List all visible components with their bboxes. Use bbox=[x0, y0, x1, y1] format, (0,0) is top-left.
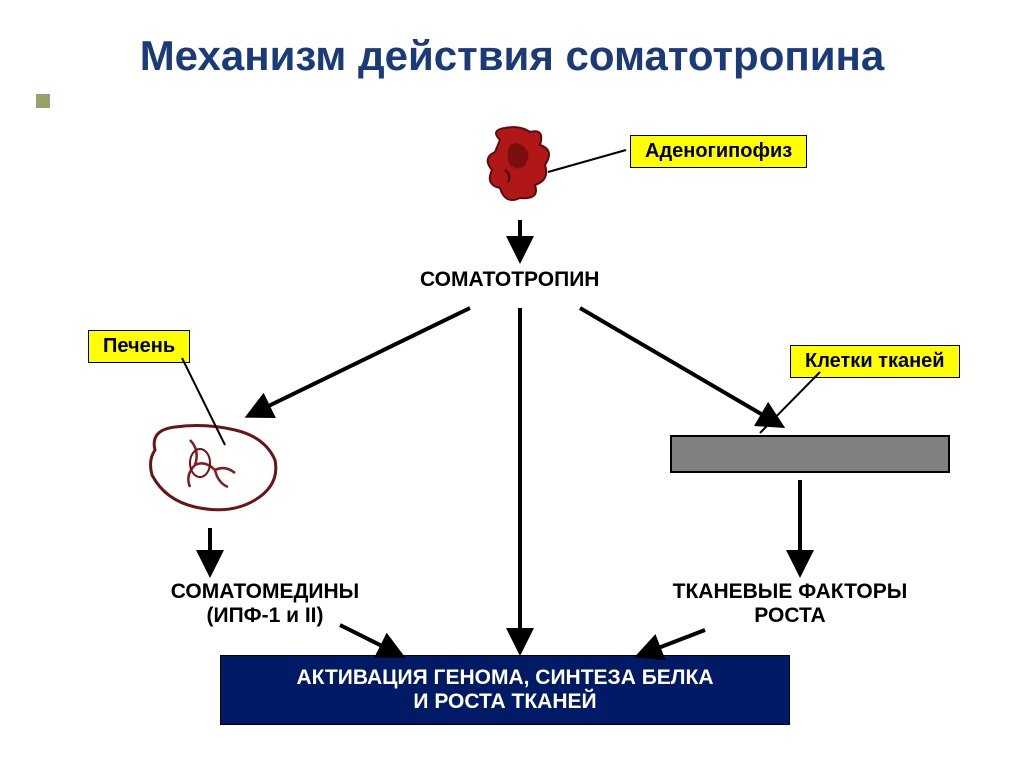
slide-bullet bbox=[36, 94, 50, 108]
page-title: Механизм действия соматотропина bbox=[0, 0, 1024, 80]
adenohypophysis-label: Аденогипофиз bbox=[630, 135, 807, 168]
somatotropin-label: СОМАТОТРОПИН bbox=[420, 268, 599, 292]
result-box: АКТИВАЦИЯ ГЕНОМА, СИНТЕЗА БЕЛКА И РОСТА … bbox=[220, 655, 790, 725]
result-line1: АКТИВАЦИЯ ГЕНОМА, СИНТЕЗА БЕЛКА bbox=[296, 666, 713, 689]
tissue-factors-label: ТКАНЕВЫЕ ФАКТОРЫ РОСТА bbox=[640, 580, 940, 628]
tissue-cells-label: Клетки тканей bbox=[790, 345, 960, 378]
liver-icon bbox=[140, 415, 290, 530]
somatomedins-line2: (ИПФ-1 и II) bbox=[206, 604, 323, 627]
somatomedins-line1: СОМАТОМЕДИНЫ bbox=[171, 580, 360, 603]
arrows-overlay bbox=[0, 0, 1024, 768]
pituitary-icon bbox=[470, 120, 570, 220]
tissue-factors-line2: РОСТА bbox=[754, 604, 825, 627]
liver-label: Печень bbox=[88, 330, 190, 363]
tissue-factors-line1: ТКАНЕВЫЕ ФАКТОРЫ bbox=[673, 580, 908, 603]
somatomedins-label: СОМАТОМЕДИНЫ (ИПФ-1 и II) bbox=[135, 580, 395, 628]
result-line2: И РОСТА ТКАНЕЙ bbox=[413, 690, 596, 713]
tissue-rect bbox=[670, 435, 950, 473]
